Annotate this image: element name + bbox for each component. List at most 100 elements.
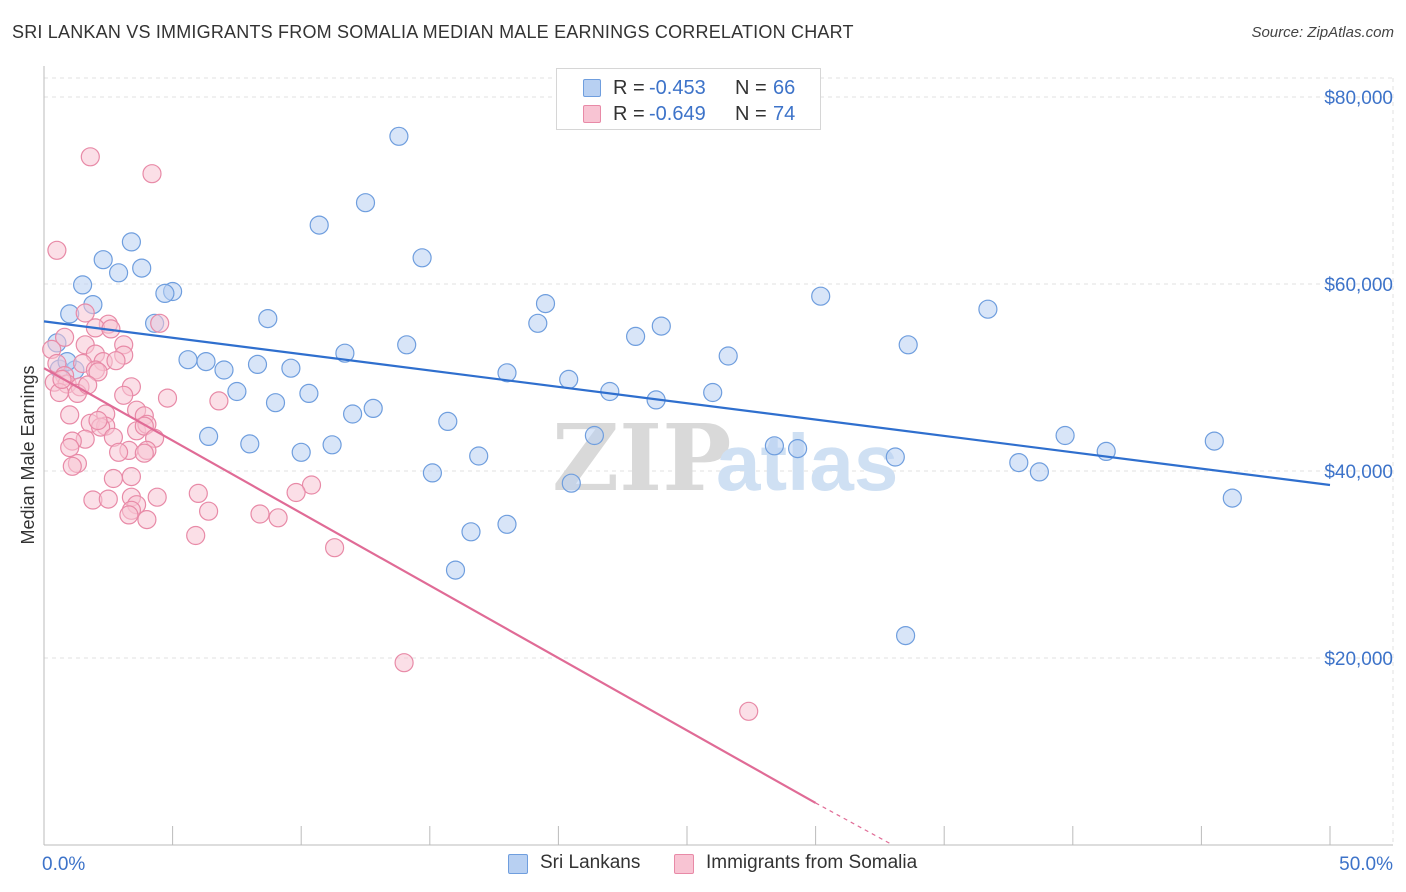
sri-lankan-point: [584, 425, 605, 446]
axes-layer: [43, 66, 1393, 846]
sri-lankan-point: [561, 473, 581, 493]
somalia-point: [88, 410, 108, 431]
sri-lankan-point: [1055, 425, 1075, 446]
trend-layer: [43, 320, 1331, 846]
legend-row-somalia: R = -0.649 N = 74: [557, 101, 820, 127]
somalia-point: [114, 385, 134, 405]
somalia-point: [268, 508, 288, 528]
legend-r-value: -0.649: [649, 103, 706, 125]
sri-lankan-point: [227, 381, 247, 402]
sri-lankan-point: [178, 350, 198, 370]
correlation-legend: R = -0.453 N = 66 R = -0.649 N = 74: [556, 68, 821, 130]
somalia-point: [75, 303, 95, 323]
watermark: ZIP atlas: [552, 404, 898, 512]
sri-lankan-point: [1204, 431, 1224, 451]
sri-lankan-trendline: [43, 320, 1331, 487]
legend-r-value: -0.453: [649, 77, 706, 99]
legend-n-label: N =: [735, 103, 767, 125]
somalia-trendline-extension: [815, 802, 894, 846]
somalia-point: [199, 501, 219, 521]
sri-lankan-point: [438, 411, 458, 431]
sri-lankan-point: [258, 309, 278, 329]
sri-lankan-point: [155, 283, 175, 303]
sri-lankan-point: [811, 286, 831, 306]
y-axis-title: Median Male Earnings: [18, 365, 38, 544]
sri-lankan-point: [214, 360, 234, 380]
somalia-point: [60, 438, 80, 458]
sri-lankan-point: [199, 426, 219, 446]
somalia-point: [188, 483, 208, 503]
somalia-point: [325, 538, 345, 558]
sri-lankan-point: [240, 434, 260, 454]
x-tick-label: 0.0%: [42, 854, 85, 875]
y-tick-label: $40,000: [1324, 462, 1393, 483]
somalia-point: [121, 467, 141, 487]
sri-lankan-point: [397, 335, 417, 355]
somalia-point: [54, 327, 75, 347]
somalia-point: [47, 240, 67, 260]
watermark-atlas: atlas: [716, 418, 898, 507]
sri-lankan-point: [335, 343, 355, 363]
sri-lankan-point: [461, 522, 481, 542]
sri-lankan-point: [412, 248, 432, 268]
sri-lankan-point: [72, 275, 93, 295]
chart-title: SRI LANKAN VS IMMIGRANTS FROM SOMALIA ME…: [12, 22, 854, 42]
sri-lankan-point: [108, 263, 129, 283]
somalia-point: [88, 362, 108, 382]
somalia-point: [142, 164, 162, 184]
somalia-point: [78, 375, 98, 395]
legend-r-label: R =: [613, 77, 645, 99]
sri-lankan-point: [978, 299, 998, 319]
sri-lankan-point: [291, 442, 311, 462]
somalia-point: [286, 482, 306, 503]
somalia-point: [103, 468, 124, 489]
series-swatch-blue: [508, 854, 528, 874]
somalia-point: [150, 313, 170, 333]
sri-lankan-point: [651, 316, 671, 336]
somalia-point: [119, 505, 139, 525]
sri-lankan-point: [299, 383, 319, 403]
sri-lankan-point: [93, 250, 113, 270]
somalia-point: [394, 653, 414, 673]
sri-lankan-point: [497, 363, 517, 383]
sri-lankan-point: [764, 436, 785, 456]
sri-lankan-point: [1029, 462, 1050, 482]
somalia-point: [209, 391, 229, 411]
x-tick-label: 50.0%: [1339, 854, 1393, 875]
sri-lankan-point: [895, 625, 916, 646]
sri-lankan-point: [497, 514, 517, 534]
somalia-point: [60, 405, 80, 425]
somalia-point: [80, 147, 100, 167]
legend-n-value: 66: [773, 77, 796, 99]
sri-lankan-point: [343, 404, 363, 424]
sri-lankan-point: [355, 193, 376, 213]
y-tick-label: $80,000: [1324, 88, 1393, 109]
somalia-trendline: [43, 367, 817, 804]
sri-lankan-point: [322, 435, 342, 455]
sri-lankan-point: [559, 369, 579, 389]
sri-lankan-point: [528, 313, 548, 333]
sri-lankan-point: [535, 294, 556, 314]
sri-lankan-point: [363, 398, 383, 418]
sri-lankan-point: [121, 232, 141, 252]
somalia-point: [186, 525, 206, 546]
legend-n-value: 74: [773, 103, 796, 125]
legend-swatch-blue: [583, 79, 601, 97]
labels-layer: $20,000 $40,000 $60,000 $80,000 0.0% 50.0%: [42, 88, 1393, 875]
sri-lankan-point: [469, 446, 489, 466]
sri-lankan-point: [885, 447, 905, 467]
points-layer: [42, 126, 1242, 721]
sri-lankan-point: [389, 126, 409, 146]
somalia-point: [157, 388, 178, 408]
sri-lankan-point: [1009, 453, 1029, 473]
sri-lankan-point: [422, 463, 442, 483]
sri-lankan-point: [787, 439, 808, 459]
sri-lankan-point: [898, 335, 918, 355]
watermark-zip: ZIP: [552, 404, 731, 512]
sri-lankan-point: [247, 354, 268, 374]
somalia-point: [739, 701, 759, 721]
source-label: Source: ZipAtlas.com: [1251, 24, 1394, 41]
legend-r-label: R =: [613, 103, 645, 125]
sri-lankan-point: [132, 258, 152, 278]
series-label-sri-lankans: Sri Lankans: [540, 852, 641, 873]
